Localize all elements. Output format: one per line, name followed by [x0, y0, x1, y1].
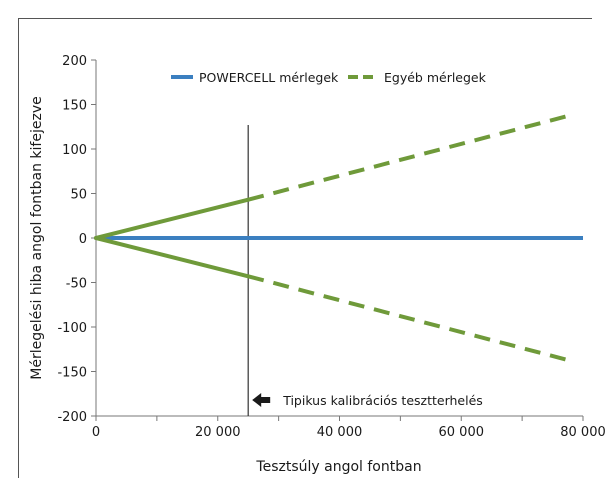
legend-label-0: POWERCELL mérlegek	[199, 70, 339, 85]
y-tick-label: 0	[79, 232, 87, 247]
x-tick-label: 40 000	[317, 425, 363, 440]
y-tick-label: -50	[66, 277, 87, 292]
x-tick-label: 60 000	[439, 425, 485, 440]
legend-label-1: Egyéb mérlegek	[384, 70, 487, 85]
y-tick-label: 50	[70, 188, 87, 203]
series-line-solid-1	[94, 197, 251, 240]
series-line-dashed-1	[247, 113, 572, 202]
y-tick-label: -200	[57, 410, 87, 425]
x-tick-label: 0	[92, 425, 100, 440]
y-tick-label: -150	[57, 366, 87, 381]
x-axis-label: Tesztsúly angol fontban	[255, 459, 421, 475]
y-tick-label: 100	[62, 143, 87, 158]
legend: POWERCELL mérlegek Egyéb mérlegek	[171, 70, 487, 85]
y-tick-label: -100	[57, 321, 87, 336]
y-tick-label: 150	[62, 99, 87, 114]
axes: 200 150 100 50 0 -50 -100 -150 -200 0 20 000 40 000…	[57, 54, 605, 440]
x-tick-label: 80 000	[560, 425, 606, 440]
x-tick-label: 20 000	[195, 425, 241, 440]
y-tick-label: 200	[62, 54, 87, 69]
chart-frame	[18, 18, 592, 478]
y-axis-label: Mérlegelési hiba angol fontban kifejezve	[29, 96, 45, 379]
series-line-solid-2	[94, 236, 251, 279]
annotation-label: Tipikus kalibrációs tesztterhelés	[282, 393, 483, 408]
annotation: Tipikus kalibrációs tesztterhelés	[252, 393, 483, 408]
series-line-dashed-2	[247, 274, 572, 363]
arrow-left-icon	[252, 393, 271, 407]
plot-area	[94, 113, 583, 416]
